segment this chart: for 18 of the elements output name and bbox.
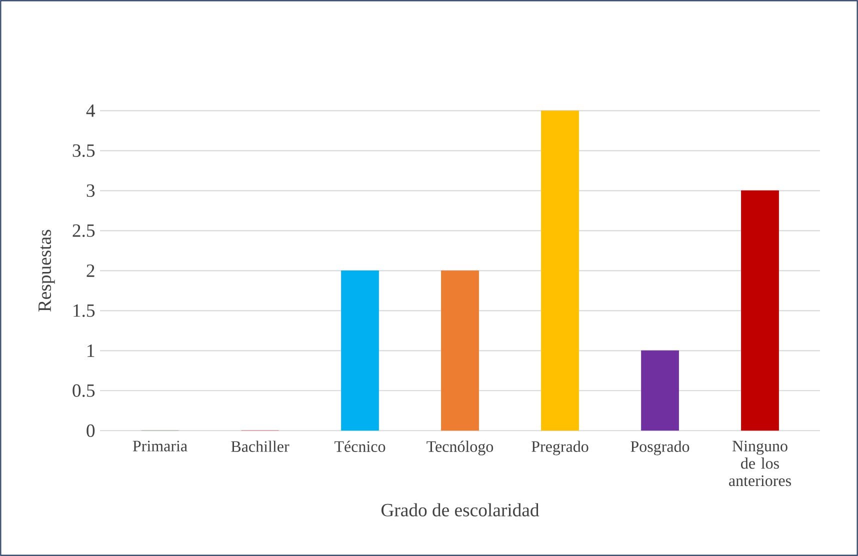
y-tick-label: 3.5	[72, 144, 95, 157]
x-tick-label: Posgrado	[630, 440, 690, 456]
x-tick-label: Pregrado	[532, 440, 588, 456]
y-tick-label: 2.5	[72, 224, 95, 237]
y-tick-label: 1	[88, 344, 94, 357]
y-tick-label: 0	[86, 424, 95, 437]
y-tick-label: 2	[86, 264, 94, 277]
x-tick-label: Primaria	[132, 440, 188, 452]
x-tick-label: Ninguno de los anteriores	[729, 440, 791, 486]
x-axis-title: Grado de escolaridad	[381, 503, 540, 516]
x-tick-label: Bachiller	[231, 440, 290, 452]
y-tick-label: 1.5	[74, 304, 95, 317]
y-tick-label: 0.5	[72, 384, 95, 397]
y-tick-label: 3	[86, 184, 95, 197]
y-tick-label: 4	[86, 104, 96, 117]
x-tick-label: Tecnólogo	[426, 440, 494, 456]
y-axis-title: Respuestas	[38, 230, 55, 312]
x-tick-label: Técnico	[334, 440, 386, 452]
